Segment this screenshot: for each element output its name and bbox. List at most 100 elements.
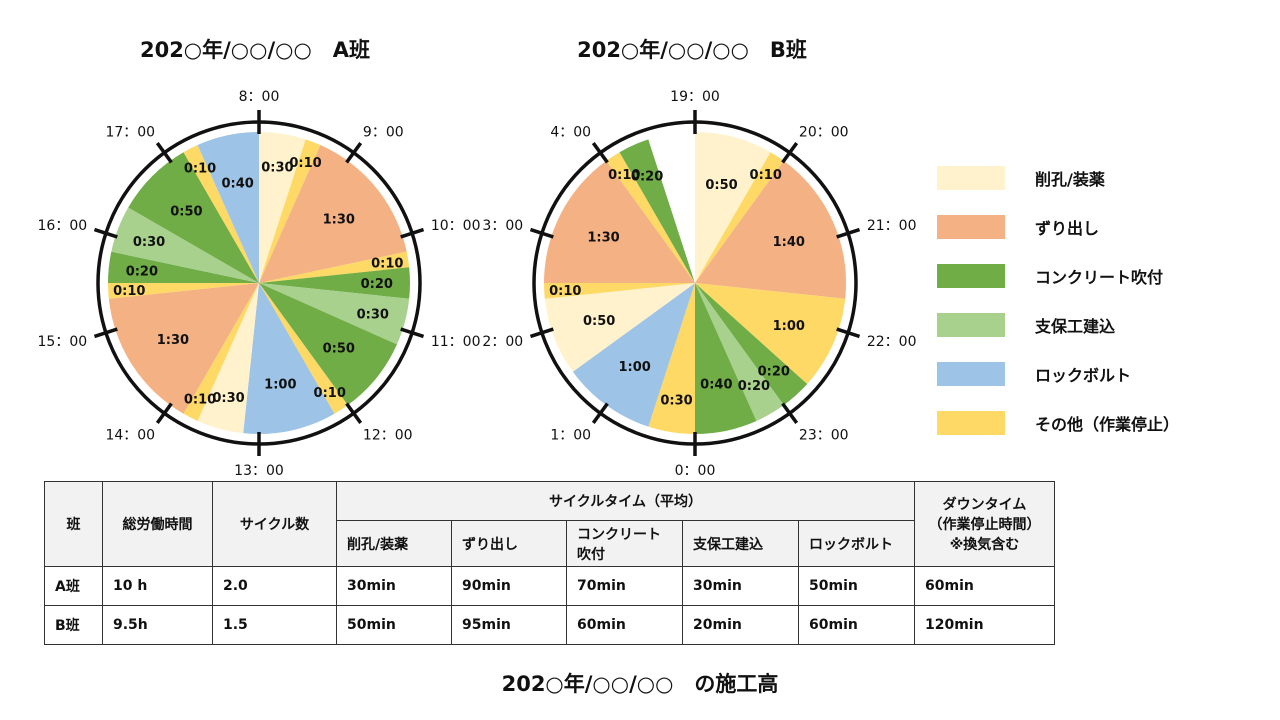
legend-label: コンクリート吹付 (1035, 267, 1164, 287)
header-cycles: サイクル数 (212, 481, 337, 567)
pie-slice (695, 283, 784, 421)
hour-tick (591, 402, 609, 424)
hour-tick (400, 227, 425, 239)
hour-label: 22：00 (867, 334, 917, 350)
pie-slice (108, 283, 259, 414)
cell-bolt: 60min (798, 605, 915, 645)
hour-label: 17：00 (105, 125, 155, 141)
hour-tick (155, 142, 173, 164)
legend-label: 削孔/装薬 (1035, 169, 1105, 189)
hour-label: 13：00 (234, 463, 284, 479)
slice-label: 0:50 (583, 314, 615, 329)
legend-swatch (937, 214, 1005, 239)
slice-label: 1:30 (323, 212, 355, 227)
legend-swatch (937, 263, 1005, 288)
subheader-shotcrete: コンクリート 吹付 (566, 520, 683, 567)
chart-b-title: 202○年/○○/○○ B班 (577, 38, 807, 62)
legend-item: ずり出し (937, 202, 1179, 251)
pie-slice (108, 283, 259, 299)
pie-slice (259, 139, 321, 283)
hour-label: 20：00 (799, 125, 849, 141)
pie-slice (259, 283, 348, 414)
cell-drill: 50min (336, 605, 452, 645)
downtime-line: ダウンタイム (942, 497, 1027, 513)
hour-label: 1：00 (550, 427, 591, 443)
pie-slice (128, 152, 259, 283)
slice-label: 0:50 (170, 204, 202, 219)
cell-shotcrete: 60min (566, 605, 683, 645)
hour-label: 3：00 (482, 218, 523, 234)
pie-slice (259, 251, 410, 283)
pie-slice (197, 283, 259, 434)
cell-cycles: 2.0 (212, 566, 337, 606)
slice-label: 0:10 (184, 393, 216, 408)
legend-swatch (937, 410, 1005, 435)
cell-downtime: 120min (914, 605, 1055, 645)
pie-slice (695, 283, 757, 434)
subheader-bolt: ロックボルト (798, 520, 915, 567)
hour-label: 8：00 (239, 89, 280, 105)
hour-tick (345, 142, 363, 164)
legend-label: ロックボルト (1035, 365, 1132, 385)
slice-label: 1:40 (773, 235, 805, 250)
hour-tick (529, 227, 554, 239)
table-row: A班 10 h 2.0 30min 90min 70min 30min 50mi… (44, 566, 1055, 606)
pie-slice (544, 283, 695, 372)
pie-slice (183, 145, 259, 283)
slice-label: 1:00 (618, 360, 650, 375)
slice-label: 0:30 (212, 391, 244, 406)
hour-tick (345, 402, 363, 424)
legend-swatch (937, 361, 1005, 386)
slice-label: 0:10 (371, 257, 403, 272)
table-row: B班 9.5h 1.5 50min 95min 60min 20min 60mi… (44, 605, 1055, 645)
slice-label: 1:30 (157, 333, 189, 348)
slice-label: 0:30 (261, 161, 293, 176)
pie-slice (259, 145, 407, 283)
cell-team: A班 (44, 566, 103, 606)
downtime-line: ※換気含む (949, 537, 1020, 553)
slice-label: 0:40 (700, 377, 732, 392)
slice-label: 0:10 (750, 168, 782, 183)
legend-swatch (937, 165, 1005, 190)
legend-item: 支保工建込 (937, 300, 1179, 349)
hour-tick (781, 402, 799, 424)
slice-label: 0:10 (314, 386, 346, 401)
hour-label: 16：00 (38, 218, 88, 234)
hour-label: 0：00 (675, 463, 716, 479)
pie-slice (695, 283, 846, 385)
slice-label: 0:10 (549, 284, 581, 299)
cell-drill: 30min (336, 566, 452, 606)
hour-label: 19：00 (670, 89, 720, 105)
cell-muck: 95min (451, 605, 567, 645)
legend-label: その他（作業停止） (1035, 414, 1180, 434)
pie-slice (572, 283, 695, 427)
header-team: 班 (44, 481, 103, 567)
subheader-drill: 削孔/装薬 (336, 520, 452, 567)
hour-tick (529, 327, 554, 339)
header-downtime: ダウンタイム （作業停止時間） ※換気含む (914, 481, 1055, 567)
shotcrete-line: コンクリート (577, 526, 661, 543)
header-cycle-time: サイクルタイム（平均） (336, 481, 915, 521)
shotcrete-line: 吹付 (577, 546, 605, 563)
slice-label: 0:40 (221, 177, 253, 192)
hour-label: 4：00 (550, 125, 591, 141)
legend-item: コンクリート吹付 (937, 251, 1179, 300)
slice-label: 1:00 (773, 319, 805, 334)
hour-label: 15：00 (38, 334, 88, 350)
cell-shotcrete: 70min (566, 566, 683, 606)
pie-slice (111, 207, 259, 283)
slice-label: 0:20 (738, 379, 770, 394)
downtime-line: （作業停止時間） (928, 517, 1041, 533)
chart-a-title: 202○年/○○/○○ A班 (139, 38, 371, 62)
slice-label: 0:10 (184, 161, 216, 176)
cell-bolt: 50min (798, 566, 915, 606)
slice-label: 0:20 (758, 365, 790, 380)
summary-table: 班 総労働時間 サイクル数 サイクルタイム（平均） ダウンタイム （作業停止時間）… (44, 481, 1055, 645)
pie-slice (544, 160, 695, 283)
pie-slice (695, 283, 808, 406)
legend-item: ロックボルト (937, 349, 1179, 398)
slice-label: 0:20 (631, 169, 663, 184)
hour-tick (836, 227, 861, 239)
cell-hours: 10 h (102, 566, 213, 606)
pie-slice (197, 132, 259, 283)
